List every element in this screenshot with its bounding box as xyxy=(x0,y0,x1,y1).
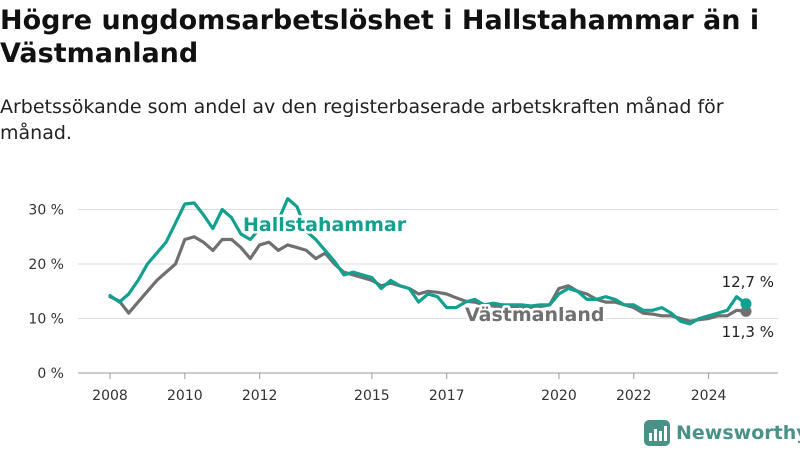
series-line-vastmanland xyxy=(108,235,748,323)
x-tick-label-2020: 2020 xyxy=(541,388,577,404)
newsworthy-brand: Newsworthy xyxy=(644,419,800,447)
y-tick-label-30: 30 % xyxy=(28,203,64,219)
newsworthy-logo-icon xyxy=(644,420,670,446)
x-tick-label-2012: 2012 xyxy=(242,388,278,404)
end-point-vastmanland xyxy=(740,305,752,317)
series-labels: Hallstahammar Västmanland 12,7 % 11,3 % xyxy=(241,212,777,344)
series-label-hallstahammar: Hallstahammar xyxy=(243,214,407,236)
y-tick-label-0: 0 % xyxy=(37,366,64,382)
chart-subtitle: Arbetssökande som andel av den registerb… xyxy=(0,96,724,144)
end-label-vastmanland: 11,3 % xyxy=(722,323,774,341)
x-tick-label-2024: 2024 xyxy=(691,388,727,404)
x-tick-label-2022: 2022 xyxy=(616,388,652,404)
series-label-vastmanland: Västmanland xyxy=(465,304,605,326)
series-lines xyxy=(108,197,752,326)
x-tick-label-2015: 2015 xyxy=(354,388,390,404)
series-line-hallstahammar xyxy=(108,197,748,326)
y-tick-label-20: 20 % xyxy=(28,257,64,273)
end-label-hallstahammar: 12,7 % xyxy=(722,273,774,291)
x-tick-label-2010: 2010 xyxy=(167,388,203,404)
y-tick-label-10: 10 % xyxy=(28,312,64,328)
x-tick-label-2017: 2017 xyxy=(429,388,465,404)
x-tick-label-2008: 2008 xyxy=(92,388,128,404)
y-axis-ticks: 0 % 10 % 20 % 30 % xyxy=(28,203,64,383)
x-axis-ticks: 2008 2010 2012 2015 2017 2020 2022 2024 xyxy=(92,373,726,404)
grid-lines xyxy=(78,209,778,374)
end-point-hallstahammar xyxy=(740,298,752,310)
chart-title: Högre ungdomsarbetslöshet i Hallstahamma… xyxy=(0,5,760,69)
newsworthy-brand-name: Newsworthy xyxy=(676,422,800,444)
